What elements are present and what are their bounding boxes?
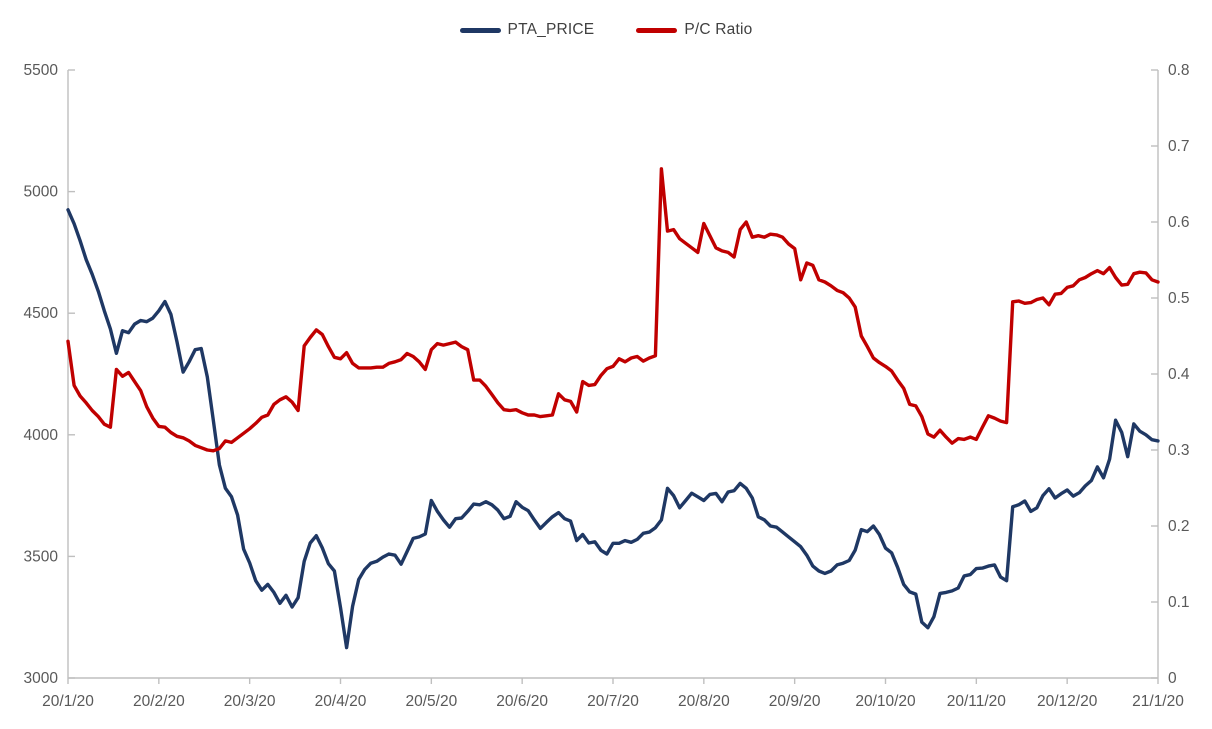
y-axis-left-label: 5500 xyxy=(24,62,59,79)
legend-label-pta-price: PTA_PRICE xyxy=(507,21,595,38)
x-axis-label: 20/12/20 xyxy=(1037,693,1098,710)
x-axis-label: 21/1/20 xyxy=(1132,693,1184,710)
x-axis-label: 20/4/20 xyxy=(315,693,367,710)
legend-swatch-pta-price-icon xyxy=(459,27,501,33)
y-axis-right-label: 0.4 xyxy=(1168,366,1190,383)
x-axis-label: 20/11/20 xyxy=(947,693,1007,710)
y-axis-right-label: 0.7 xyxy=(1168,138,1190,155)
x-axis-label: 20/10/20 xyxy=(855,693,916,710)
x-axis-label: 20/5/20 xyxy=(405,693,457,710)
legend-swatch-pc-ratio-icon xyxy=(636,27,678,33)
legend-item-pc-ratio: P/C Ratio xyxy=(636,21,752,39)
y-axis-left-label: 4500 xyxy=(24,305,59,322)
y-axis-left-label: 5000 xyxy=(24,184,59,201)
series-line-p-c-ratio xyxy=(66,167,1160,453)
x-axis-label: 20/6/20 xyxy=(496,693,548,710)
y-axis-right-label: 0.1 xyxy=(1168,594,1190,611)
y-axis-right-label: 0.3 xyxy=(1168,442,1190,459)
y-axis-left-label: 4000 xyxy=(24,427,59,444)
x-axis-label: 20/1/20 xyxy=(42,693,94,710)
x-axis-label: 20/9/20 xyxy=(769,693,821,710)
y-axis-right-label: 0.5 xyxy=(1168,290,1190,307)
y-axis-right-label: 0 xyxy=(1168,670,1177,687)
y-axis-right-label: 0.8 xyxy=(1168,62,1190,79)
y-axis-left-label: 3500 xyxy=(24,548,59,565)
x-axis-label: 20/7/20 xyxy=(587,693,639,710)
y-axis-right-label: 0.6 xyxy=(1168,214,1190,231)
x-axis-label: 20/2/20 xyxy=(133,693,185,710)
x-axis-label: 20/3/20 xyxy=(224,693,276,710)
legend-label-pc-ratio: P/C Ratio xyxy=(684,21,753,38)
x-axis-label: 20/8/20 xyxy=(678,693,730,710)
legend: PTA_PRICE P/C Ratio xyxy=(0,21,1212,39)
series-line-pta-price xyxy=(66,208,1160,650)
legend-item-pta-price: PTA_PRICE xyxy=(459,21,595,39)
y-axis-left-label: 3000 xyxy=(24,670,59,687)
y-axis-right-label: 0.2 xyxy=(1168,518,1190,535)
